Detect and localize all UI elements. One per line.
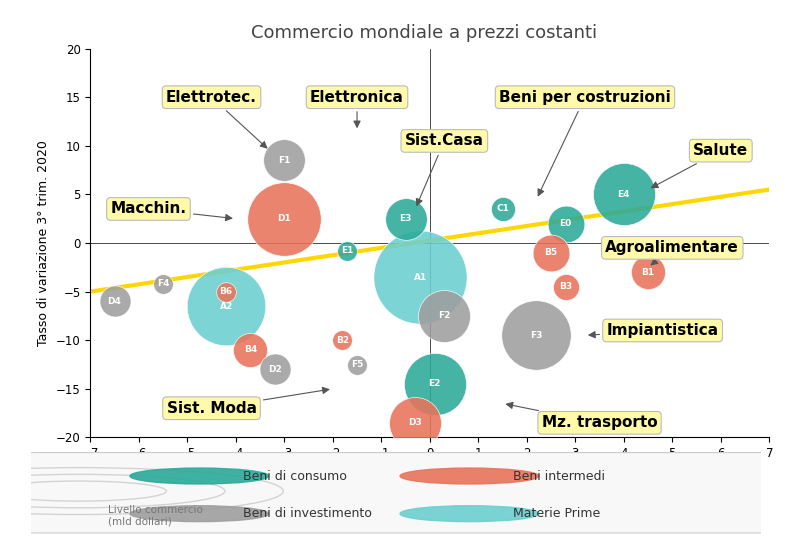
Text: B3: B3 xyxy=(559,282,572,291)
Text: F5: F5 xyxy=(351,360,363,369)
Point xyxy=(157,280,170,288)
Text: C1: C1 xyxy=(496,205,509,213)
Text: Impiantistica: Impiantistica xyxy=(589,323,718,338)
Text: A1: A1 xyxy=(414,273,427,281)
Circle shape xyxy=(130,468,268,484)
Text: E2: E2 xyxy=(429,380,441,388)
Text: Sist.Casa: Sist.Casa xyxy=(405,133,484,205)
FancyBboxPatch shape xyxy=(27,453,765,533)
Point xyxy=(559,282,571,291)
Text: Salute: Salute xyxy=(652,143,748,187)
Text: Sist. Moda: Sist. Moda xyxy=(166,387,329,416)
Circle shape xyxy=(130,506,268,522)
Point xyxy=(642,268,655,276)
Text: Mz. trasporto: Mz. trasporto xyxy=(506,402,657,430)
Point xyxy=(438,312,451,320)
Text: E3: E3 xyxy=(400,214,411,223)
Point xyxy=(336,336,349,345)
Point xyxy=(278,156,290,165)
Text: F2: F2 xyxy=(438,312,451,320)
Point xyxy=(268,365,281,374)
Text: A2: A2 xyxy=(220,302,232,310)
Text: Elettrotec.: Elettrotec. xyxy=(166,90,267,148)
Text: E1: E1 xyxy=(341,246,353,255)
Text: E0: E0 xyxy=(560,219,571,228)
X-axis label: Tasso di variazione 2019: Tasso di variazione 2019 xyxy=(345,465,515,480)
Text: B4: B4 xyxy=(243,346,257,354)
Point xyxy=(220,287,232,296)
Text: Beni di investimento: Beni di investimento xyxy=(243,507,372,520)
Text: B5: B5 xyxy=(545,248,557,257)
Point xyxy=(429,380,441,388)
Point xyxy=(559,219,571,228)
Point xyxy=(409,418,422,427)
Text: Livello commercio
(mld dollari): Livello commercio (mld dollari) xyxy=(108,505,203,527)
Point xyxy=(351,360,363,369)
Point xyxy=(400,214,412,223)
Text: Commercio mondiale a prezzi costanti: Commercio mondiale a prezzi costanti xyxy=(251,24,597,42)
Text: B6: B6 xyxy=(220,287,232,296)
Point xyxy=(496,205,509,213)
Text: Beni intermedi: Beni intermedi xyxy=(513,469,605,483)
Point xyxy=(244,346,257,354)
Text: D2: D2 xyxy=(268,365,282,374)
Point xyxy=(220,302,232,310)
Circle shape xyxy=(400,506,539,522)
Text: F1: F1 xyxy=(278,156,290,165)
Y-axis label: Tasso di variazione 3° trim. 2020: Tasso di variazione 3° trim. 2020 xyxy=(37,140,50,346)
Text: Beni per costruzioni: Beni per costruzioni xyxy=(499,90,671,195)
Text: F4: F4 xyxy=(157,279,170,288)
Text: B2: B2 xyxy=(336,336,349,345)
Text: E4: E4 xyxy=(618,190,630,199)
Point xyxy=(108,297,121,306)
Text: D1: D1 xyxy=(277,214,291,223)
Text: Materie Prime: Materie Prime xyxy=(513,507,601,520)
Circle shape xyxy=(400,468,539,484)
Text: Agroalimentare: Agroalimentare xyxy=(605,240,739,265)
Point xyxy=(545,248,557,257)
Text: Beni di consumo: Beni di consumo xyxy=(243,469,347,483)
Text: D3: D3 xyxy=(408,418,422,427)
Point xyxy=(530,331,542,340)
Text: Macchin.: Macchin. xyxy=(111,201,232,221)
Point xyxy=(414,273,426,281)
Text: D4: D4 xyxy=(108,297,122,306)
Text: B1: B1 xyxy=(641,268,655,276)
Point xyxy=(278,214,290,223)
Text: F3: F3 xyxy=(531,331,542,340)
Point xyxy=(618,190,630,199)
Point xyxy=(341,246,353,255)
Text: Elettronica: Elettronica xyxy=(310,90,404,127)
